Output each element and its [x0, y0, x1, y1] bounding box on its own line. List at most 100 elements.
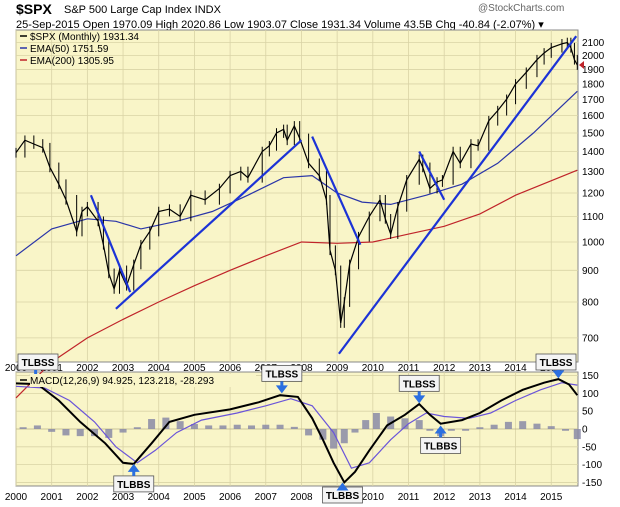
macd-x-tick: 2008	[290, 492, 313, 503]
quote-line: 25-Sep-2015 Open 1970.09 High 2020.86 Lo…	[16, 19, 544, 31]
macd-y-tick: -50	[582, 442, 597, 453]
macd-x-tick: 2000	[5, 492, 28, 503]
macd-histogram-bar	[533, 423, 541, 429]
annotation-arrow-head	[434, 425, 447, 434]
trendline	[311, 136, 362, 246]
annotation-label: TLBSS	[265, 369, 298, 380]
price-y-tick: 1500	[582, 128, 605, 139]
macd-x-tick: 2007	[255, 492, 278, 503]
legend-ema50: EMA(50) 1751.59	[30, 44, 109, 55]
macd-histogram-bar	[401, 418, 409, 429]
price-y-tick: 1200	[582, 188, 605, 199]
macd-y-tick: -100	[582, 460, 602, 471]
macd-histogram-bar	[362, 420, 370, 429]
price-x-tick: 2013	[469, 363, 492, 374]
macd-histogram-bar	[33, 425, 41, 429]
macd-histogram-bar	[91, 429, 99, 437]
macd-histogram-bar	[133, 427, 141, 429]
trendline	[418, 151, 446, 201]
price-y-tick: 2000	[582, 51, 605, 62]
macd-histogram-bar	[447, 429, 455, 431]
macd-y-tick: 100	[582, 389, 599, 400]
price-y-tick: 700	[582, 333, 599, 344]
macd-histogram-bar	[462, 429, 470, 431]
macd-histogram-bar	[519, 421, 527, 429]
price-y-tick: 1600	[582, 111, 605, 122]
price-x-tick: 2009	[326, 363, 349, 374]
macd-histogram-bar	[19, 427, 27, 429]
macd-histogram-bar	[248, 425, 256, 429]
macd-histogram-bar	[190, 424, 198, 429]
macd-histogram-bar	[573, 429, 581, 440]
macd-histogram-bar	[219, 425, 227, 429]
annotation-arrow-head	[275, 385, 288, 394]
macd-histogram-bar	[62, 429, 70, 436]
macd-x-tick: 2001	[41, 492, 64, 503]
macd-histogram-bar	[233, 424, 241, 429]
macd-histogram-bar	[148, 419, 156, 429]
trendline	[338, 35, 578, 355]
macd-histogram-bar	[119, 429, 127, 433]
macd-signal-line	[15, 382, 578, 469]
macd-x-tick: 2003	[112, 492, 135, 503]
chart-description: S&P 500 Large Cap Index INDX	[64, 4, 221, 16]
legend-price: $SPX (Monthly) 1931.34	[30, 32, 139, 43]
trendline	[115, 139, 303, 310]
trendline	[89, 194, 132, 293]
macd-x-tick: 2011	[398, 492, 420, 503]
price-y-tick: 1400	[582, 147, 605, 158]
macd-x-tick: 2005	[183, 492, 206, 503]
annotation-arrow-head	[127, 463, 140, 472]
annotation-arrow-head	[336, 482, 349, 491]
macd-histogram-bar	[105, 429, 113, 438]
annotation-label: TLBBS	[117, 480, 151, 491]
macd-histogram-bar	[476, 427, 484, 429]
macd-x-tick: 2012	[433, 492, 456, 503]
macd-x-tick: 2014	[504, 492, 527, 503]
macd-histogram-bar	[290, 426, 298, 429]
ema200-line	[15, 169, 578, 399]
macd-histogram-bar	[426, 429, 434, 431]
price-y-tick: 1900	[582, 65, 605, 76]
macd-histogram-bar	[48, 429, 56, 432]
price-x-tick: 2005	[183, 363, 206, 374]
price-y-tick: 900	[582, 266, 599, 277]
macd-histogram-bar	[176, 421, 184, 429]
price-y-tick: 1100	[582, 212, 604, 223]
macd-histogram-bar	[205, 425, 213, 429]
macd-x-tick: 2015	[540, 492, 563, 503]
macd-histogram-bar	[351, 429, 359, 433]
price-x-tick: 2012	[433, 363, 456, 374]
price-x-tick: 2014	[504, 363, 527, 374]
macd-histogram-bar	[562, 429, 570, 431]
macd-histogram-bar	[490, 424, 498, 429]
macd-line	[15, 378, 579, 485]
macd-histogram-bar	[162, 417, 170, 429]
macd-histogram-bar	[305, 429, 313, 436]
macd-x-tick: 2013	[469, 492, 492, 503]
macd-histogram-bar	[276, 424, 284, 429]
price-x-tick: 2004	[148, 363, 171, 374]
macd-histogram-bar	[372, 412, 380, 429]
annotation-arrow-head	[413, 395, 426, 404]
annotation-label: TLBSS	[403, 379, 436, 390]
macd-histogram-bar	[319, 429, 327, 440]
macd-y-tick: 0	[582, 425, 588, 436]
macd-x-tick: 2006	[219, 492, 242, 503]
macd-x-tick: 2010	[362, 492, 385, 503]
annotation-box	[535, 353, 577, 371]
macd-histogram-bar	[547, 426, 555, 429]
macd-histogram-bar	[330, 429, 338, 449]
price-y-tick: 800	[582, 298, 599, 309]
price-y-tick: 1800	[582, 79, 605, 90]
price-y-tick: 1300	[582, 167, 605, 178]
macd-y-tick: -150	[582, 478, 602, 489]
annotation-label: TLBBS	[326, 491, 360, 502]
stockcharts-watermark: @StockCharts.com	[478, 3, 565, 14]
chart-symbol: $SPX	[16, 1, 52, 17]
annotation-box	[17, 353, 59, 371]
spx-price-line	[15, 41, 578, 324]
macd-x-tick: 2004	[148, 492, 171, 503]
legend-ema200: EMA(200) 1305.95	[30, 56, 114, 67]
